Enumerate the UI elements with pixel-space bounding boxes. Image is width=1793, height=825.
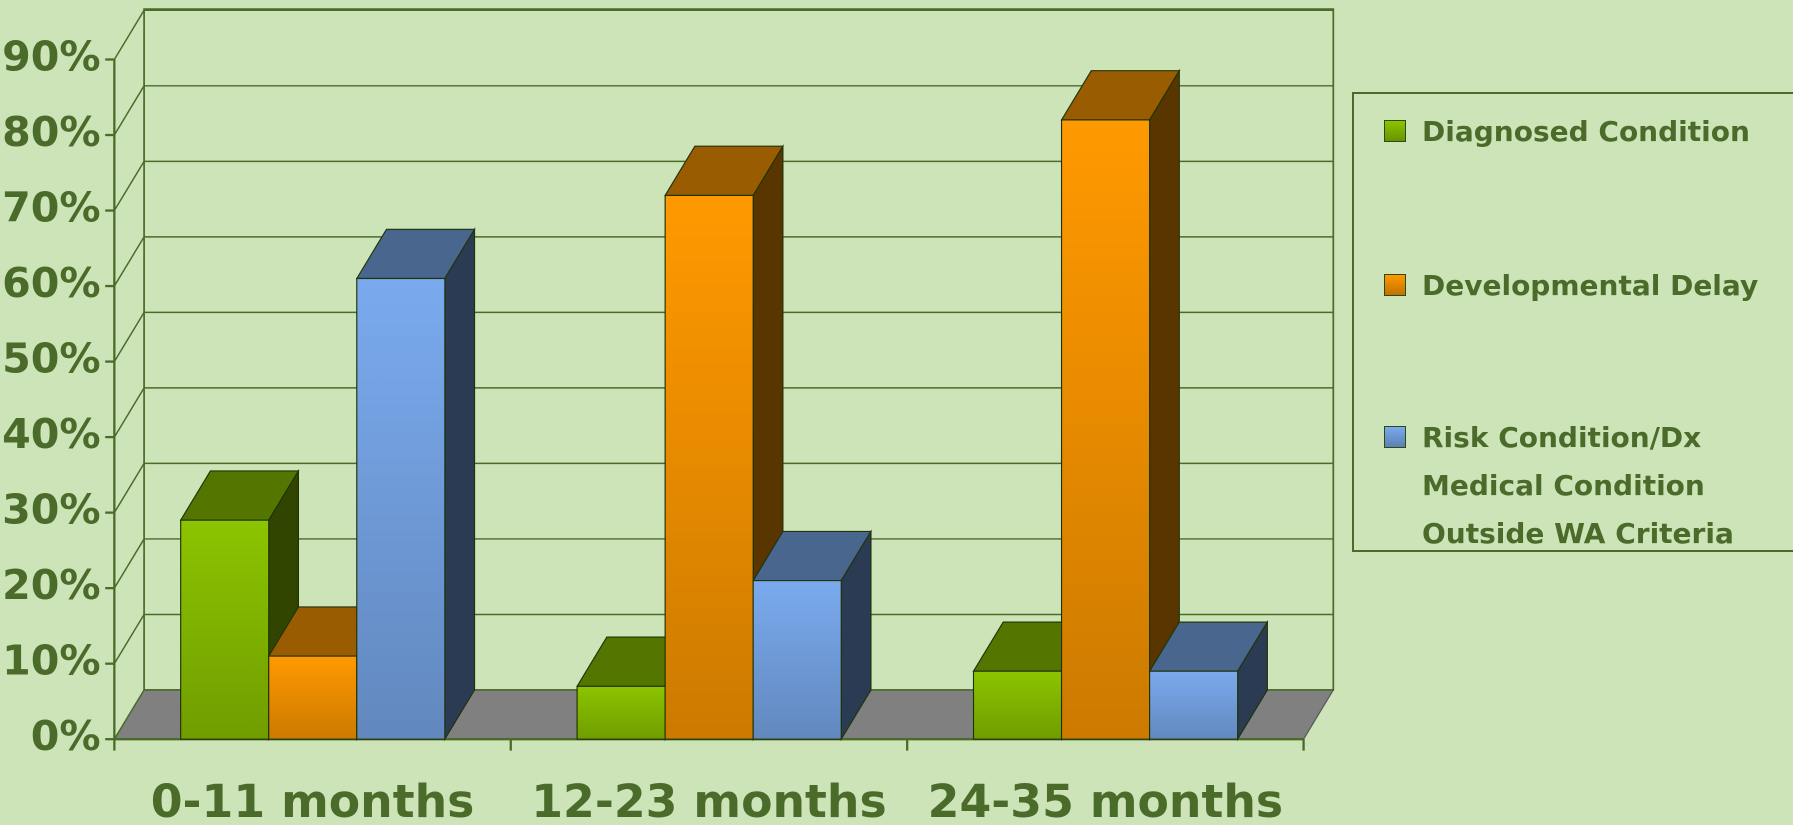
grid-line-side: [113, 689, 145, 740]
grid-line-side: [113, 160, 145, 211]
legend: Diagnosed Condition Developmental Delay Ri…: [1352, 92, 1793, 552]
grid-line-side: [113, 463, 145, 514]
bar: [268, 655, 358, 740]
y-tick-label: 70%: [2, 184, 100, 232]
legend-swatch: [1384, 120, 1406, 142]
grid-line-side: [113, 387, 145, 438]
y-tick-label: 80%: [2, 108, 100, 156]
bar: [576, 685, 666, 740]
legend-label: Risk Condition/Dx Medical Condition Outs…: [1422, 421, 1734, 550]
y-tick-label: 30%: [2, 486, 100, 534]
grid-line-side: [113, 538, 145, 589]
legend-label: Diagnosed Condition: [1422, 115, 1750, 148]
bar: [1060, 119, 1151, 740]
bar: [752, 580, 842, 740]
grid-line-side: [113, 9, 145, 60]
legend-swatch: [1384, 426, 1406, 448]
grid-line-side: [113, 614, 145, 665]
bar: [972, 670, 1063, 740]
y-tick-label: 90%: [2, 32, 100, 80]
y-tick-label: 50%: [2, 335, 100, 383]
y-tick-label: 10%: [2, 637, 100, 685]
bar-side: [444, 227, 476, 742]
grid-line-side: [113, 311, 145, 362]
x-tick-label: 0-11 months: [151, 775, 475, 825]
y-tick-label: 0%: [31, 712, 101, 760]
x-tick-label: 12-23 months: [531, 775, 886, 825]
bar: [664, 194, 754, 740]
y-tick-label: 60%: [2, 259, 100, 307]
y-tick-label: 20%: [2, 561, 100, 609]
bar: [1149, 670, 1239, 740]
bar: [356, 277, 446, 740]
y-tick-label: 40%: [2, 410, 100, 458]
bar: [180, 519, 270, 740]
legend-swatch: [1384, 274, 1406, 296]
legend-label: Developmental Delay: [1422, 269, 1759, 302]
grid-line-side: [113, 236, 145, 287]
grid-line-side: [113, 85, 145, 136]
x-tick-label: 24-35 months: [928, 775, 1283, 825]
